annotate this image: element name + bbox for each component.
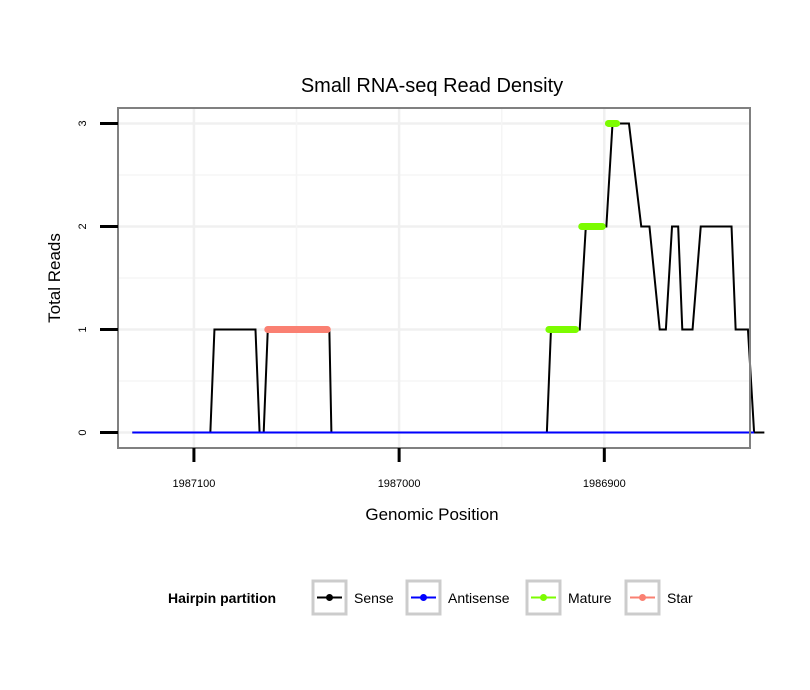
legend-label-mature: Mature <box>568 590 612 606</box>
x-axis-title: Genomic Position <box>365 505 498 524</box>
x-axis-ticks: 1987100 1987000 1986900 <box>173 448 626 490</box>
x-tick-label: 1986900 <box>583 478 626 490</box>
y-tick-label: 0 <box>77 429 89 435</box>
legend-label-sense: Sense <box>354 590 394 606</box>
legend-title: Hairpin partition <box>168 590 276 606</box>
legend-key-point <box>420 594 427 601</box>
legend-key-point <box>326 594 333 601</box>
chart-title: Small RNA-seq Read Density <box>301 75 563 97</box>
grid-lines <box>118 108 750 448</box>
x-tick-label: 1987000 <box>378 478 421 490</box>
y-axis-ticks: 0 1 2 3 <box>77 120 118 436</box>
legend-key-box <box>525 579 562 616</box>
plot-panel-border <box>117 107 751 449</box>
legend: Hairpin partition Sense Antisense Mature St… <box>168 579 693 616</box>
partition-segments <box>264 119 621 334</box>
legend-key-point <box>639 594 646 601</box>
y-tick-label: 2 <box>77 223 89 229</box>
legend-label-antisense: Antisense <box>448 590 510 606</box>
y-tick-label: 3 <box>77 120 89 126</box>
legend-key-point <box>540 594 547 601</box>
y-tick-label: 1 <box>77 326 89 332</box>
series-lines <box>132 122 765 434</box>
y-axis-title: Total Reads <box>45 233 64 323</box>
legend-label-star: Star <box>667 590 693 606</box>
x-tick-label: 1987100 <box>173 478 216 490</box>
